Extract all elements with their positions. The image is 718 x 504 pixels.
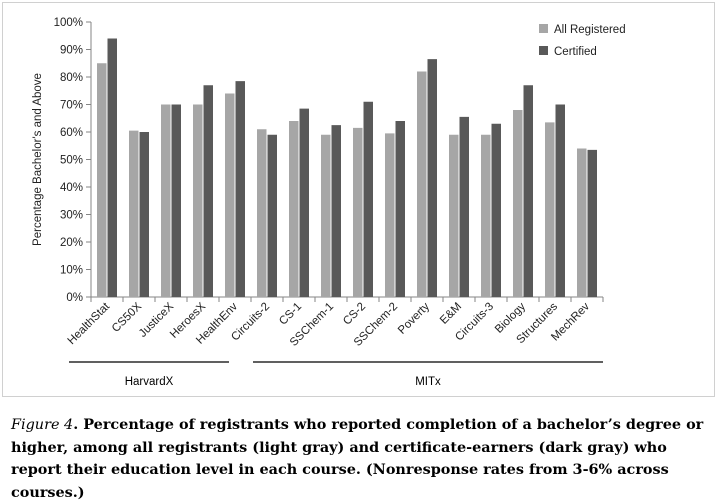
bar-certified <box>523 85 533 297</box>
legend-label: All Registered <box>554 24 626 36</box>
y-tick-label: 40% <box>60 182 83 194</box>
y-tick-label: 10% <box>60 265 83 277</box>
legend-label: Certified <box>554 46 597 58</box>
y-tick-label: 90% <box>60 45 83 57</box>
bar-certified <box>555 104 565 297</box>
bar-all-registered <box>193 104 203 297</box>
y-axis-title: Percentage Bachelor's and Above <box>32 73 44 246</box>
bar-all-registered <box>129 130 139 297</box>
y-tick-label: 80% <box>60 72 83 84</box>
bar-certified <box>363 101 373 297</box>
y-tick-label: 70% <box>60 100 83 112</box>
category-label: CS-1 <box>277 301 304 328</box>
figure-caption: Figure 4. Percentage of registrants who … <box>11 414 711 504</box>
bar-certified <box>203 85 213 297</box>
y-tick-label: 60% <box>60 127 83 139</box>
category-label: HealthStat <box>66 300 113 347</box>
bar-certified <box>171 104 181 297</box>
bar-certified <box>587 149 597 297</box>
bar-certified <box>395 121 405 297</box>
bar-certified <box>139 132 149 297</box>
bar-all-registered <box>417 71 427 297</box>
bar-chart: 0% 10% 20% 30% 40% 50% 60% 70% 80% 90% 100% Percent… <box>32 17 626 388</box>
figure-label: Figure 4 <box>11 417 74 433</box>
category-label: E&M <box>438 301 464 327</box>
bar-all-registered <box>513 110 523 297</box>
bar-all-registered <box>481 134 491 297</box>
y-tick-label: 20% <box>60 237 83 249</box>
y-tick-label: 0% <box>66 292 83 304</box>
bar-certified <box>491 123 501 297</box>
y-tick-label: 100% <box>54 17 83 29</box>
group-label: MITx <box>415 376 441 388</box>
bar-all-registered <box>353 127 363 297</box>
group-label: HarvardX <box>125 376 174 388</box>
bar-certified <box>267 134 277 297</box>
legend-swatch <box>539 24 548 33</box>
legend-swatch <box>539 46 548 55</box>
chart-frame: 0% 10% 20% 30% 40% 50% 60% 70% 80% 90% 100% Percent… <box>2 2 715 397</box>
category-label: Poverty <box>396 300 432 336</box>
bar-all-registered <box>449 134 459 297</box>
bar-all-registered <box>225 93 235 297</box>
bar-all-registered <box>161 104 171 297</box>
bar-certified <box>299 108 309 297</box>
caption-text: . Percentage of registrants who reported… <box>11 416 704 501</box>
bar-certified <box>459 116 469 297</box>
bar-certified <box>107 38 117 297</box>
bar-certified <box>331 125 341 297</box>
bar-all-registered <box>97 63 107 297</box>
bar-all-registered <box>321 134 331 297</box>
bar-certified <box>427 59 437 297</box>
y-tick-label: 30% <box>60 210 83 222</box>
bar-all-registered <box>545 122 555 297</box>
bar-all-registered <box>289 121 299 297</box>
bar-all-registered <box>385 133 395 297</box>
bar-all-registered <box>257 129 267 297</box>
y-tick-label: 50% <box>60 155 83 167</box>
bar-certified <box>235 81 245 297</box>
category-label: CS-2 <box>341 301 368 328</box>
bar-all-registered <box>577 148 587 297</box>
